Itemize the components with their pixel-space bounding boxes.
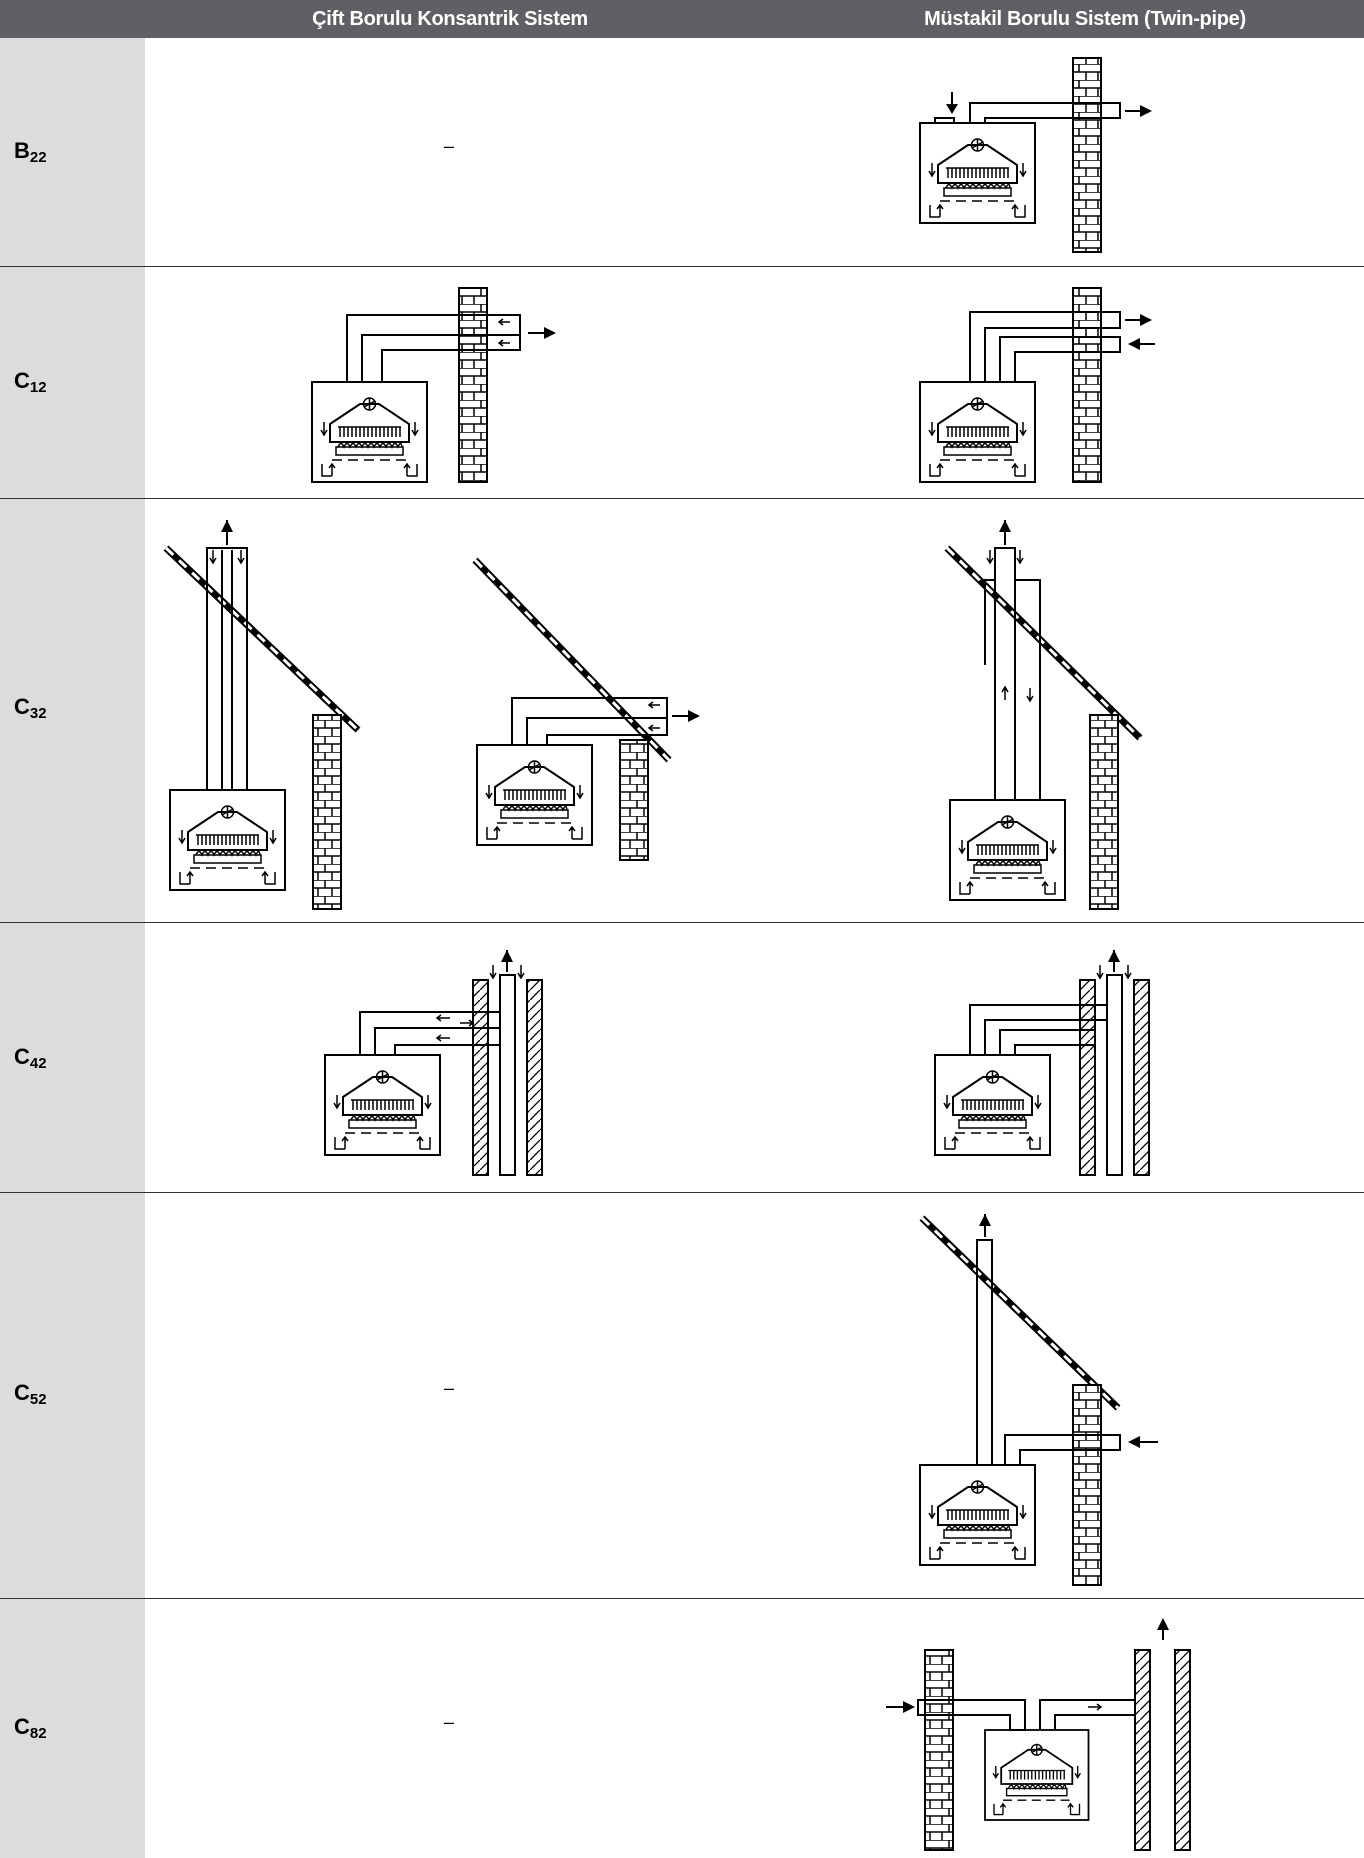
table-row-c82: C82 – xyxy=(0,1600,1364,1858)
diagram-c82-twin xyxy=(886,1618,1191,1851)
header-concentric: Çift Borulu Konsantrik Sistem xyxy=(312,8,588,30)
table-row-c52: C52 – xyxy=(0,1194,1364,1599)
diagram-c32-concentric-vertical xyxy=(163,520,361,910)
diagram-c32-concentric-roof xyxy=(472,557,700,861)
table-row-c32: C32 xyxy=(0,500,1364,923)
not-applicable-dash: – xyxy=(444,1378,455,1398)
row-code: C42 xyxy=(14,1044,47,1072)
diagram-c12-twin xyxy=(919,287,1155,483)
diagram-c12-concentric xyxy=(311,287,556,483)
header-twin-pipe: Müstakil Borulu Sistem (Twin-pipe) xyxy=(924,8,1246,30)
row-code: C82 xyxy=(14,1714,47,1742)
row-code: B22 xyxy=(14,138,47,166)
row-code: C52 xyxy=(14,1380,47,1408)
diagram-c42-twin xyxy=(934,950,1150,1176)
table-row-b22: B22 – xyxy=(0,38,1364,267)
diagram-c32-twin xyxy=(944,520,1143,910)
table-header: Çift Borulu Konsantrik Sistem Müstakil B… xyxy=(0,0,1364,38)
not-applicable-dash: – xyxy=(444,136,455,156)
row-code: C32 xyxy=(14,694,47,722)
diagram-b22-twin xyxy=(919,57,1152,253)
table-row-c12: C12 xyxy=(0,268,1364,499)
diagram-c42-concentric xyxy=(324,950,543,1176)
not-applicable-dash: – xyxy=(444,1712,455,1732)
row-label-column xyxy=(0,38,145,1858)
diagram-c52-twin xyxy=(919,1214,1158,1586)
table-row-c42: C42 xyxy=(0,924,1364,1193)
row-code: C12 xyxy=(14,368,47,396)
